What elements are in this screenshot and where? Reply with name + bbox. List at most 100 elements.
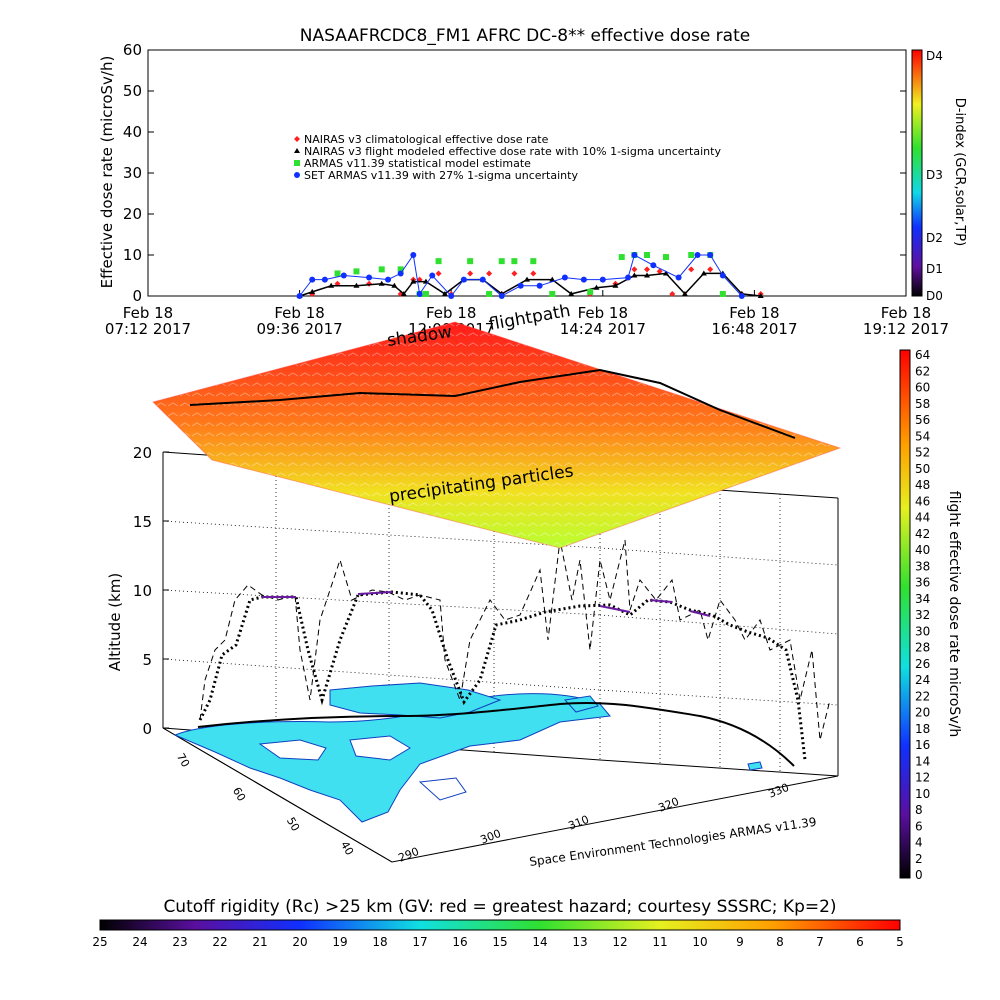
- chart-title: NASAAFRCDC8_FM1 AFRC DC-8** effective do…: [300, 26, 750, 46]
- dose-rate-tick-label: 26: [915, 657, 930, 671]
- top-y-tick-label: 60: [123, 41, 142, 59]
- data-point: [631, 266, 638, 273]
- cutoff-rigidity-tick-label: 9: [736, 935, 744, 949]
- dose-rate-tick-label: 36: [915, 576, 930, 590]
- longitude-tick-label: 330: [767, 781, 791, 801]
- dindex-tick-label: D0: [926, 289, 943, 303]
- data-point: [429, 272, 436, 279]
- altitude-tick-label: 0: [142, 720, 152, 738]
- data-point: [688, 252, 695, 258]
- top-x-tick-day: Feb 18: [881, 304, 931, 322]
- dose-rate-tick-label: 12: [915, 771, 930, 785]
- data-point: [400, 290, 407, 296]
- map-land: [173, 682, 763, 823]
- cutoff-rigidity-tick-label: 6: [856, 935, 864, 949]
- data-point: [467, 258, 474, 265]
- data-point: [738, 293, 745, 299]
- cutoff-rigidity-ticks: 25 24 23 22 21 20 19 18 17 16 15 14 13 12 11 10 9 8 7 6 5: [92, 935, 903, 949]
- dose-rate-tick-label: 64: [915, 348, 930, 362]
- legend-marker: [294, 172, 300, 178]
- dose-rate-tick-label: 40: [915, 543, 930, 557]
- data-point: [460, 276, 467, 283]
- top-y-axis-label: Effective dose rate (microSv/h): [98, 56, 116, 289]
- dose-rate-tick-label: 62: [915, 364, 930, 378]
- dose-rate-tick-label: 52: [915, 446, 930, 460]
- data-point: [511, 270, 518, 277]
- top-y-tick-label: 0: [132, 287, 142, 305]
- dose-rate-tick-label: 22: [915, 689, 930, 703]
- data-point: [631, 272, 638, 278]
- top-y-tick-label: 40: [123, 123, 142, 141]
- data-point: [391, 282, 398, 288]
- data-point: [435, 270, 442, 277]
- dose-rate-tick-label: 4: [915, 836, 923, 850]
- top-legend: NAIRAS v3 climatological effective dose …: [294, 133, 721, 182]
- top-x-tick-time: 19:12 2017: [863, 320, 949, 338]
- dose-rate-tick-label: 48: [915, 478, 930, 492]
- longitude-tick-label: 300: [479, 827, 503, 847]
- dose-rate-tick-label: 58: [915, 397, 930, 411]
- series-4: [296, 252, 745, 299]
- cutoff-rigidity-tick-label: 10: [692, 935, 707, 949]
- data-point: [593, 284, 600, 290]
- cutoff-rigidity-tick-label: 20: [292, 935, 307, 949]
- cutoff-rigidity-tick-label: 17: [412, 935, 427, 949]
- data-point: [612, 282, 619, 288]
- data-point: [650, 262, 657, 269]
- precipitating-particles-sheet: [152, 321, 842, 549]
- data-point: [498, 258, 505, 265]
- dose-rate-tick-label: 38: [915, 559, 930, 573]
- latitude-tick-label: 60: [230, 785, 248, 804]
- cutoff-rigidity-tick-label: 19: [332, 935, 347, 949]
- top-x-tick-day: Feb 18: [274, 304, 324, 322]
- cutoff-rigidity-tick-label: 7: [816, 935, 824, 949]
- legend-entry: NAIRAS v3 flight modeled effective dose …: [304, 145, 721, 158]
- dindex-tick-label: D4: [926, 49, 943, 63]
- data-point: [524, 276, 530, 282]
- cutoff-rigidity-tick-label: 18: [372, 935, 387, 949]
- altitude-tick-label: 20: [133, 444, 152, 462]
- data-point: [321, 276, 328, 283]
- data-point: [618, 254, 625, 261]
- longitude-tick-label: 310: [567, 813, 591, 833]
- data-point: [757, 293, 764, 298]
- dose-rate-tick-label: 46: [915, 494, 930, 508]
- series-line: [299, 253, 743, 297]
- top-y-ticks: 0 10 20 30 40 50 60: [123, 41, 906, 305]
- dindex-colorbar: [911, 49, 923, 297]
- dose-rate-tick-label: 54: [915, 429, 930, 443]
- dose-rate-tick-label: 42: [915, 527, 930, 541]
- data-point: [397, 266, 404, 273]
- data-point: [587, 288, 594, 295]
- altitude-tick-label: 5: [142, 651, 152, 669]
- data-point: [410, 252, 417, 258]
- cutoff-rigidity-tick-label: 11: [652, 935, 667, 949]
- data-point: [656, 268, 663, 275]
- data-point: [296, 293, 303, 299]
- data-point: [631, 252, 638, 258]
- longitude-tick-label: 320: [657, 795, 681, 815]
- top-y-tick-label: 20: [123, 205, 142, 223]
- dose-rate-tick-label: 24: [915, 673, 930, 687]
- cutoff-rigidity-tick-label: 15: [492, 935, 507, 949]
- data-point: [410, 278, 417, 284]
- dose-rate-tick-label: 14: [915, 754, 930, 768]
- top-series: [296, 252, 764, 299]
- dose-rate-tick-label: 30: [915, 624, 930, 638]
- legend-marker: [294, 136, 300, 142]
- dindex-ticks: D4 D3 D2 D1 D0: [926, 49, 943, 303]
- altitude-tick-label: 15: [133, 513, 152, 531]
- latitude-tick-label: 50: [284, 815, 302, 834]
- dose-rate-tick-label: 60: [915, 381, 930, 395]
- dose-rate-tick-label: 6: [915, 819, 923, 833]
- cutoff-rigidity-tick-label: 22: [212, 935, 227, 949]
- data-point: [599, 276, 606, 283]
- data-point: [662, 270, 669, 276]
- dose-rate-colorbar-ticks: 6462605856545250484644424038363432302826…: [915, 348, 930, 882]
- data-point: [385, 276, 392, 283]
- cutoff-rigidity-tick-label: 12: [612, 935, 627, 949]
- dose-rate-tick-label: 0: [915, 868, 923, 882]
- data-point: [366, 274, 373, 281]
